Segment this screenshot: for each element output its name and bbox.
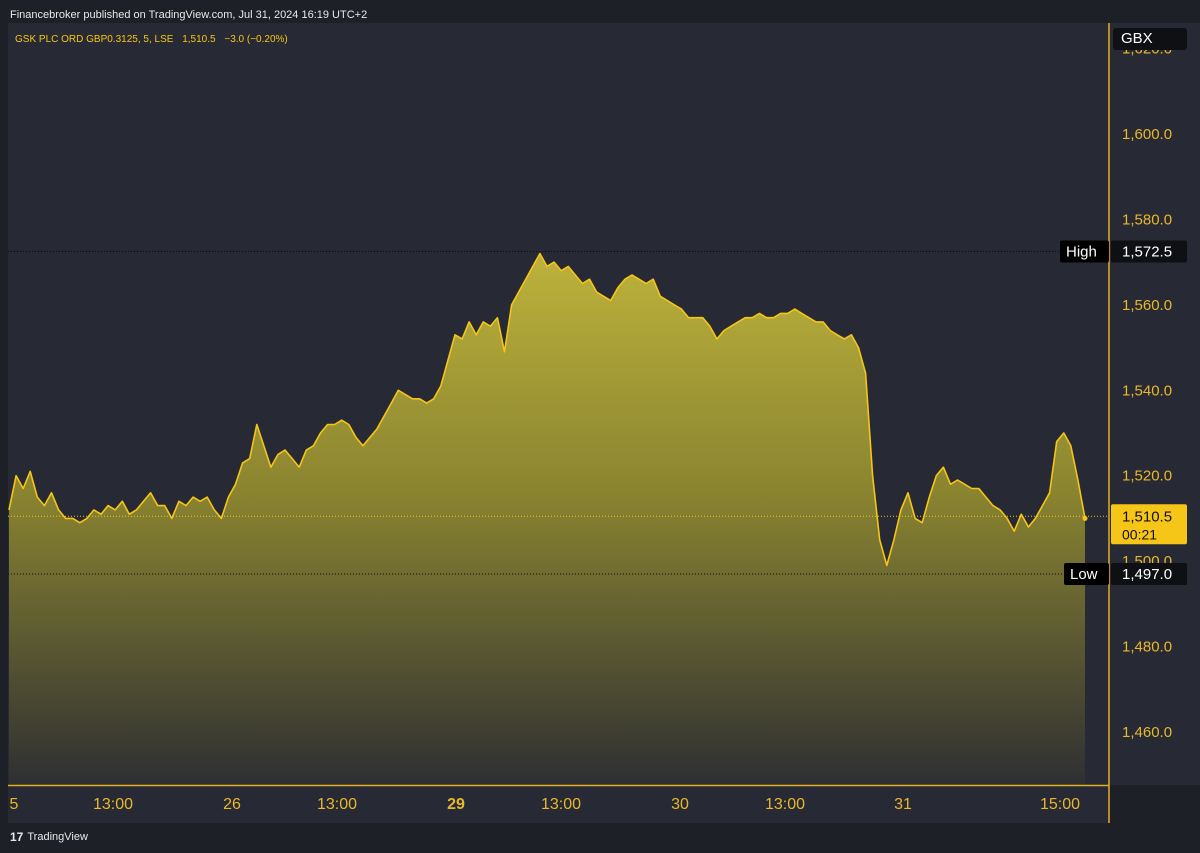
price-tick-label: 1,480.0	[1122, 639, 1172, 656]
time-axis-panel[interactable]	[8, 786, 1109, 823]
low-value-box	[1111, 562, 1187, 585]
price-tick-label: 1,460.0	[1122, 724, 1172, 741]
high-tag-box	[1060, 240, 1109, 263]
currency-label[interactable]: GBX	[1113, 28, 1187, 50]
price-area-fill	[9, 253, 1085, 785]
time-tick-label: 29	[447, 796, 465, 813]
price-tick-label: 1,520.0	[1122, 468, 1172, 485]
legend-last-price: 1,510.5	[182, 34, 216, 45]
last-price-value: 1,510.5	[1122, 508, 1172, 525]
bar-countdown: 00:21	[1122, 526, 1157, 542]
time-tick-label: 15:00	[1040, 796, 1080, 813]
price-axis-panel[interactable]	[1109, 23, 1200, 785]
low-value-label: 1,497.0	[1122, 566, 1172, 583]
time-tick-label: 13:00	[93, 796, 133, 813]
price-tick-label: 1,560.0	[1122, 297, 1172, 314]
time-tick-label: 5	[10, 796, 19, 813]
last-price-tag	[1111, 504, 1187, 545]
low-tag-box	[1064, 562, 1109, 585]
tradingview-logo-icon: 17	[10, 830, 24, 844]
time-tick-label: 26	[223, 796, 241, 813]
high-tag-label: High	[1066, 243, 1097, 260]
time-tick-label: 13:00	[541, 796, 581, 813]
price-tick-label: 1,540.0	[1122, 382, 1172, 399]
last-price-dot	[1082, 515, 1088, 521]
legend-symbol: GSK PLC ORD GBP0.3125, 5, LSE	[15, 34, 174, 45]
svg-text:GSK PLC ORD GBP0.3125, 5, LSE: GSK PLC ORD GBP0.3125, 5, LSE 1,510.5 −3…	[15, 34, 288, 45]
time-tick-label: 30	[671, 796, 689, 813]
time-tick-label: 31	[894, 796, 912, 813]
price-tick-label: 1,600.0	[1122, 126, 1172, 143]
price-tick-label: 1,580.0	[1122, 211, 1172, 228]
publisher-header: Financebroker published on TradingView.c…	[10, 9, 368, 21]
footer-brand[interactable]: 17 TradingView	[10, 830, 88, 844]
low-tag-label: Low	[1070, 566, 1098, 583]
time-tick-label: 13:00	[317, 796, 357, 813]
legend-change: −3.0 (−0.20%)	[224, 34, 287, 45]
high-value-box	[1111, 240, 1187, 263]
footer-brand-text: TradingView	[27, 831, 88, 843]
high-value-label: 1,572.5	[1122, 243, 1172, 260]
price-line	[8, 252, 1086, 567]
time-tick-label: 13:00	[765, 796, 805, 813]
